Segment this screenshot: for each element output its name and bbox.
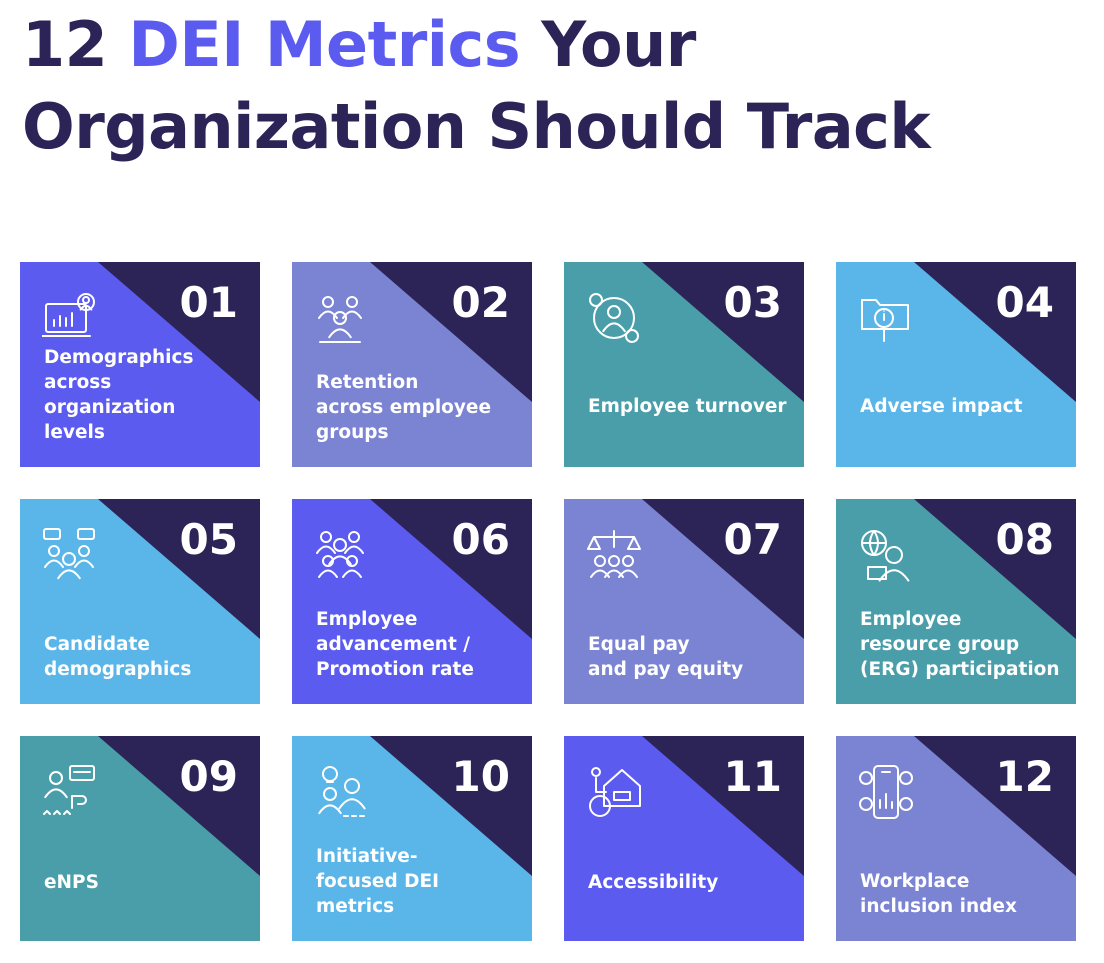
card-corner-triangle: [914, 262, 1076, 402]
metric-number: 07: [723, 515, 782, 564]
people-group-icon: [318, 296, 362, 343]
globe-headset-icon: [861, 530, 910, 582]
metric-number: 01: [179, 278, 238, 327]
title-suffix: Your: [520, 8, 696, 81]
metric-number: 12: [995, 752, 1054, 801]
card-corner-triangle: [642, 262, 804, 402]
card-corner-triangle: [642, 736, 804, 876]
card-corner-triangle: [98, 262, 260, 402]
card-corner-triangle: [370, 736, 532, 876]
metric-card: 08 Employee resource group (ERG) particip…: [836, 499, 1076, 704]
team-icon: [316, 531, 364, 578]
page-title: 12 DEI Metrics Your Organization Should T…: [22, 4, 931, 168]
metric-card: 03 Employee turnover: [564, 262, 804, 467]
card-corner-triangle: [914, 736, 1076, 876]
folder-magnifier-icon: [861, 299, 909, 342]
metric-label: Employee turnover: [588, 396, 787, 417]
metric-label: Employee resource group (ERG) participat…: [860, 609, 1060, 680]
card-corner-triangle: [642, 499, 804, 639]
metric-number: 05: [179, 515, 238, 564]
metric-label: eNPS: [44, 872, 99, 893]
metric-card: 07 Equal pay and pay equity: [564, 499, 804, 704]
metric-card: 04 Adverse impact: [836, 262, 1076, 467]
metric-card: 11 Accessibility: [564, 736, 804, 941]
idea-people-icon: [318, 766, 366, 817]
wheelchair-house-icon: [589, 767, 641, 817]
metric-label: Candidate demographics: [44, 634, 192, 680]
title-line2: Organization Should Track: [22, 90, 931, 163]
metric-number: 10: [451, 752, 510, 801]
metric-card: 12 Workplace inclusion index: [836, 736, 1076, 941]
metric-card: 01 Demographics across organization level…: [20, 262, 260, 467]
card-corner-triangle: [914, 499, 1076, 639]
card-corner-triangle: [370, 262, 532, 402]
card-corner-triangle: [98, 736, 260, 876]
rating-feedback-icon: [43, 765, 95, 815]
title-prefix: 12: [22, 8, 129, 81]
metric-label: Retention across employee groups: [316, 372, 492, 443]
metric-card: 06 Employee advancement / Promotion rate: [292, 499, 532, 704]
metric-label: Demographics across organization levels: [44, 347, 194, 443]
laptop-chart-icon: [42, 293, 95, 337]
metric-label: Adverse impact: [860, 396, 1023, 417]
card-corner-triangle: [98, 499, 260, 639]
person-cycle-icon: [589, 293, 639, 343]
metric-number: 02: [451, 278, 510, 327]
scales-people-icon: [587, 530, 641, 578]
metric-number: 11: [723, 752, 782, 801]
card-corner-triangle: [370, 499, 532, 639]
metric-label: Employee advancement / Promotion rate: [316, 609, 474, 680]
metric-number: 08: [995, 515, 1054, 564]
metric-card: 09 eNPS: [20, 736, 260, 941]
metric-number: 03: [723, 278, 782, 327]
metric-card: 10 Initiative- focused DEI metrics: [292, 736, 532, 941]
metric-label: Initiative- focused DEI metrics: [316, 846, 440, 917]
metric-label: Accessibility: [588, 872, 719, 893]
phone-dashboard-icon: [859, 765, 913, 819]
metric-number: 06: [451, 515, 510, 564]
title-highlight: DEI Metrics: [128, 8, 521, 81]
metric-number: 04: [995, 278, 1054, 327]
metric-card: 05 Candidate demographics: [20, 499, 260, 704]
metric-card: 02 Retention across employee groups: [292, 262, 532, 467]
metric-label: Workplace inclusion index: [860, 871, 1017, 917]
metric-number: 09: [179, 752, 238, 801]
candidates-chat-icon: [43, 528, 95, 580]
metric-label: Equal pay and pay equity: [588, 634, 744, 680]
